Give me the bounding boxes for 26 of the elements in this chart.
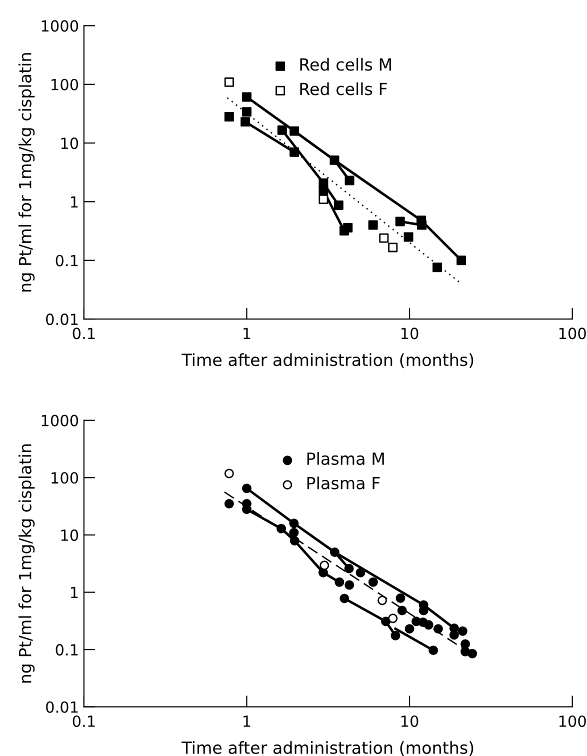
- y-axis-title: ng Pt/ml for 1mg/kg cisplatin: [18, 53, 35, 292]
- x-tick-label: 100: [559, 328, 586, 340]
- y-tick-label: 1: [71, 196, 78, 208]
- y-tick-label: 0.01: [46, 313, 78, 326]
- y-tick-label: 0.1: [56, 644, 78, 656]
- x-tick-label: 10: [401, 715, 418, 728]
- y-axis-title: ng Pt/ml for 1mg/kg cisplatin: [18, 444, 35, 683]
- y-tick-label: 1000: [42, 414, 78, 426]
- y-tick-label: 1000: [42, 20, 78, 32]
- y-tick-label: 10: [61, 529, 78, 541]
- x-tick-label: 1: [244, 328, 250, 339]
- y-tick-label: 0.01: [46, 701, 78, 713]
- y-tick-label: 100: [52, 472, 78, 484]
- x-tick-label: 100: [559, 715, 586, 728]
- y-tick-label: 100: [52, 78, 78, 90]
- y-tick-label: 1: [71, 586, 78, 598]
- legend-label: Red cells M: [300, 58, 392, 71]
- y-tick-label: 0.1: [56, 254, 78, 266]
- y-tick-label: 10: [61, 138, 78, 150]
- legend-label: Plasma F: [307, 476, 380, 490]
- x-axis-title: Time after administration (months): [182, 741, 474, 756]
- x-tick-label: 10: [401, 328, 418, 340]
- x-axis-title: Time after administration (months): [182, 353, 474, 368]
- x-tick-label: 1: [244, 716, 250, 727]
- legend-label: Red cells F: [300, 82, 387, 96]
- legend-label: Plasma M: [307, 452, 384, 465]
